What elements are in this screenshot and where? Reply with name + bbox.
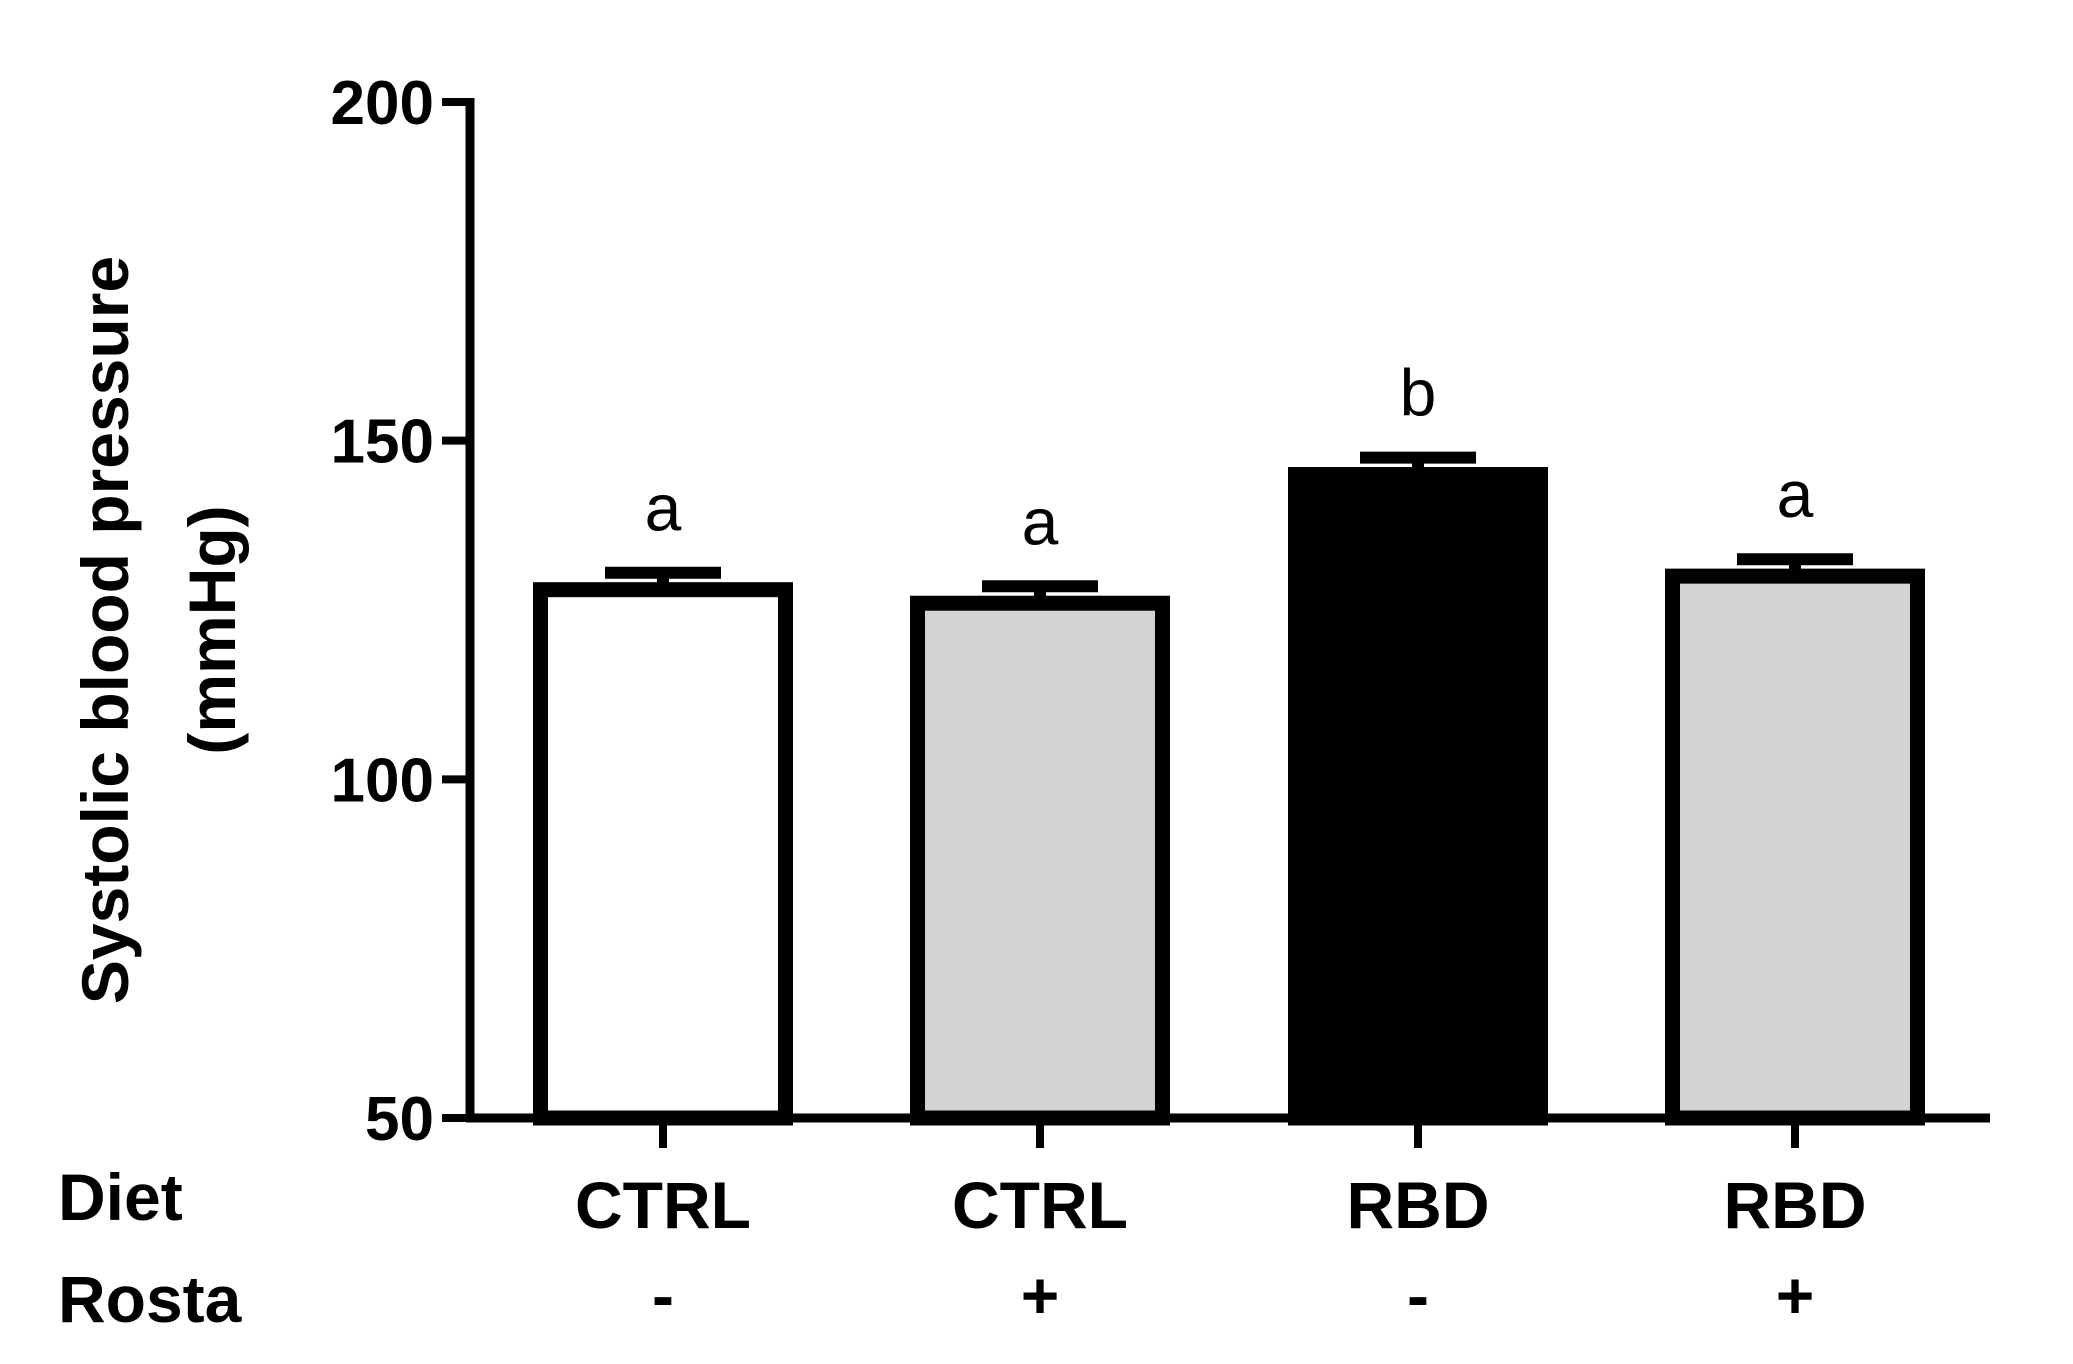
error-bars-layer	[605, 451, 1853, 604]
y-axis-title-line1: Systolic blood pressure	[68, 256, 142, 1004]
rosta-label: +	[1021, 1258, 1060, 1332]
diet-label: CTRL	[952, 1168, 1128, 1242]
bars-layer	[533, 467, 1925, 1126]
y-tick-label: 100	[331, 746, 434, 815]
diet-row-label: Diet	[58, 1160, 183, 1234]
axes-layer	[442, 98, 1990, 1148]
significance-label: b	[1400, 356, 1437, 430]
diet-label: RBD	[1724, 1168, 1867, 1242]
significance-label: a	[1777, 457, 1814, 531]
bar	[533, 582, 793, 1126]
rosta-label: -	[652, 1258, 674, 1332]
bar	[1665, 568, 1925, 1126]
diet-label: RBD	[1347, 1168, 1490, 1242]
y-tick-label: 150	[331, 408, 434, 477]
rosta-label: +	[1776, 1258, 1815, 1332]
labels-layer: a CTRL - a CTRL + b RBD - a RBD +50 100 150 200	[331, 69, 1867, 1332]
bar	[1288, 467, 1548, 1126]
rosta-row-label: Rosta	[58, 1262, 243, 1336]
y-axis-title: Systolic blood pressure (mmHg)	[68, 256, 249, 1004]
significance-label: a	[645, 471, 682, 545]
rosta-label: -	[1407, 1258, 1429, 1332]
y-axis-title-line2: (mmHg)	[175, 505, 249, 754]
y-tick-label: 50	[365, 1085, 434, 1154]
y-tick-label: 200	[331, 69, 434, 138]
diet-label: CTRL	[575, 1168, 751, 1242]
bar	[910, 595, 1170, 1126]
significance-label: a	[1022, 484, 1059, 558]
